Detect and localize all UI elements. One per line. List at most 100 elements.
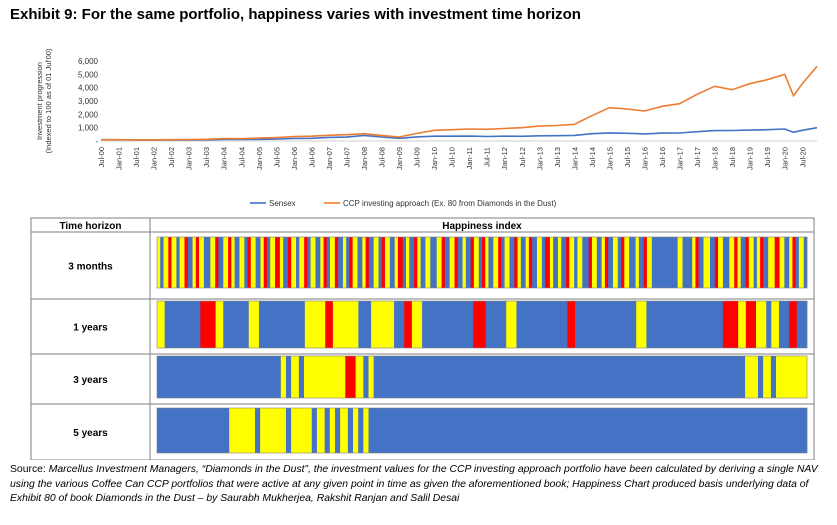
heat-cell [553, 237, 559, 288]
heat-cell [157, 408, 230, 453]
heat-cell [176, 237, 180, 288]
heat-cell [285, 408, 292, 453]
heat-cell [473, 301, 487, 348]
y-axis-label-line: (Indexed to 100 as of 01 Jul'00) [44, 48, 53, 153]
heat-cell [231, 237, 235, 288]
heat-cell [525, 237, 530, 288]
x-tick-label: Jan-07 [325, 147, 334, 170]
heat-cell [223, 237, 229, 288]
heat-cell [771, 301, 780, 348]
heat-cell [414, 237, 418, 288]
heat-cell [255, 237, 261, 288]
x-tick-label: Jul-20 [798, 147, 807, 167]
heat-cell [470, 237, 475, 288]
heat-cell [234, 237, 240, 288]
y-axis-label: Investment progression(Indexed to 100 as… [35, 48, 53, 153]
heat-cell [210, 237, 216, 288]
x-tick-label: Jul-13 [553, 147, 562, 167]
heat-cell [677, 237, 683, 288]
heat-cell [718, 237, 724, 288]
heat-cell [347, 408, 354, 453]
heat-cell [532, 237, 538, 288]
heat-cell [485, 237, 489, 288]
x-tick-label: Jul-16 [658, 147, 667, 167]
x-tick-label: Jul-02 [167, 147, 176, 167]
heat-cell [352, 237, 358, 288]
x-tick-label: Jan-19 [746, 147, 755, 170]
heat-cell [371, 301, 395, 348]
heat-cell [498, 237, 502, 288]
heat-cell [324, 408, 331, 453]
heat-cell [506, 301, 517, 348]
heat-cell [326, 237, 331, 288]
heat-cell [803, 237, 808, 288]
series-line [100, 126, 818, 141]
heat-cell [485, 301, 507, 348]
heat-cell [345, 356, 356, 398]
x-tick-label: Jul-00 [97, 147, 106, 167]
heat-cell [330, 237, 336, 288]
heat-cell [157, 356, 282, 398]
heat-cell [316, 408, 325, 453]
heat-cell [462, 237, 467, 288]
heat-cell [168, 237, 172, 288]
heat-cell [285, 356, 292, 398]
heat-cell [436, 237, 442, 288]
heat-cell [588, 237, 593, 288]
heat-cell [740, 237, 746, 288]
heat-cell [763, 237, 769, 288]
y-axis-label-line: Investment progression [35, 62, 44, 140]
heat-cell [239, 237, 245, 288]
heat-cell [536, 237, 543, 288]
heat-cell [575, 301, 637, 348]
happiness-index-table: Time horizon Happiness index 3 months 1 yea… [30, 217, 815, 460]
heat-cell [635, 237, 640, 288]
heat-cell [604, 237, 609, 288]
investment-progression-chart: - 1,000 2,000 3,000 4,000 5,000 6,000 Jul-00 Jan… [35, 48, 818, 208]
heat-cell [368, 237, 374, 288]
column-header: Happiness index [442, 221, 522, 232]
y-tick-label: - [95, 137, 98, 146]
x-tick-label: Jul-05 [272, 147, 281, 167]
heat-cell [567, 301, 576, 348]
x-tick-label: Jul-08 [378, 147, 387, 167]
heat-cell [320, 237, 324, 288]
heat-cell [362, 237, 366, 288]
x-tick-label: Jul-15 [623, 147, 632, 167]
heat-cell [737, 237, 741, 288]
heat-cell [504, 237, 510, 288]
heat-cell [789, 301, 798, 348]
heat-cell [714, 237, 719, 288]
heat-cell [296, 237, 300, 288]
heat-cell [291, 408, 313, 453]
x-tick-label: Jul-06 [307, 147, 316, 167]
heat-cell [325, 301, 334, 348]
heat-cell [368, 356, 374, 398]
heat-cell [756, 237, 761, 288]
heat-cell [514, 237, 518, 288]
heat-cell [192, 237, 197, 288]
heat-cell [703, 237, 711, 288]
heat-cell [315, 237, 321, 288]
heat-cell [384, 237, 391, 288]
heat-cell [784, 237, 790, 288]
x-tick-label: Jul-12 [518, 147, 527, 167]
heat-cell [738, 301, 747, 348]
exhibit-chart: - 1,000 2,000 3,000 4,000 5,000 6,000 Jul-00 Jan… [30, 48, 818, 460]
heat-cell [368, 408, 808, 453]
series-line [101, 65, 818, 141]
heat-cell [338, 237, 344, 288]
strip-border [156, 407, 808, 454]
heat-cell [482, 237, 486, 288]
heat-cell [441, 237, 446, 288]
heat-cell [766, 301, 772, 348]
heat-cell [355, 356, 364, 398]
heat-cell [378, 237, 383, 288]
heat-cell [516, 301, 568, 348]
x-tick-label: Jan-18 [711, 147, 720, 170]
y-tick-label: 6,000 [78, 57, 99, 66]
heat-cell [541, 237, 546, 288]
heat-cell [509, 237, 515, 288]
heat-cell [215, 301, 224, 348]
heat-cell [722, 237, 730, 288]
